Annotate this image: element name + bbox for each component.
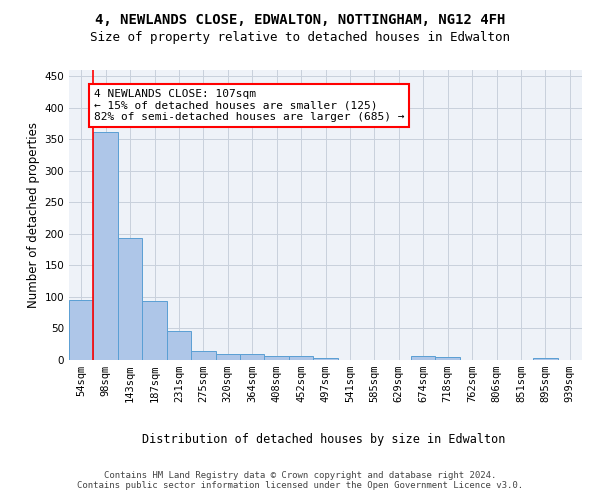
Bar	[167, 331, 191, 360]
Text: Size of property relative to detached houses in Edwalton: Size of property relative to detached ho…	[90, 31, 510, 44]
Bar	[69, 300, 94, 360]
Text: 4 NEWLANDS CLOSE: 107sqm
← 15% of detached houses are smaller (125)
82% of semi-: 4 NEWLANDS CLOSE: 107sqm ← 15% of detach…	[94, 89, 404, 122]
Text: Contains HM Land Registry data © Crown copyright and database right 2024.
Contai: Contains HM Land Registry data © Crown c…	[77, 470, 523, 490]
Bar	[289, 356, 313, 360]
Bar	[118, 238, 142, 360]
Bar	[436, 357, 460, 360]
Bar	[240, 354, 265, 360]
Bar	[265, 356, 289, 360]
Bar	[411, 356, 436, 360]
Bar	[313, 358, 338, 360]
Bar	[142, 302, 167, 360]
Y-axis label: Number of detached properties: Number of detached properties	[27, 122, 40, 308]
Text: 4, NEWLANDS CLOSE, EDWALTON, NOTTINGHAM, NG12 4FH: 4, NEWLANDS CLOSE, EDWALTON, NOTTINGHAM,…	[95, 12, 505, 26]
Bar	[215, 354, 240, 360]
Bar	[533, 358, 557, 360]
Bar	[94, 132, 118, 360]
Text: Distribution of detached houses by size in Edwalton: Distribution of detached houses by size …	[142, 432, 506, 446]
Bar	[191, 351, 215, 360]
